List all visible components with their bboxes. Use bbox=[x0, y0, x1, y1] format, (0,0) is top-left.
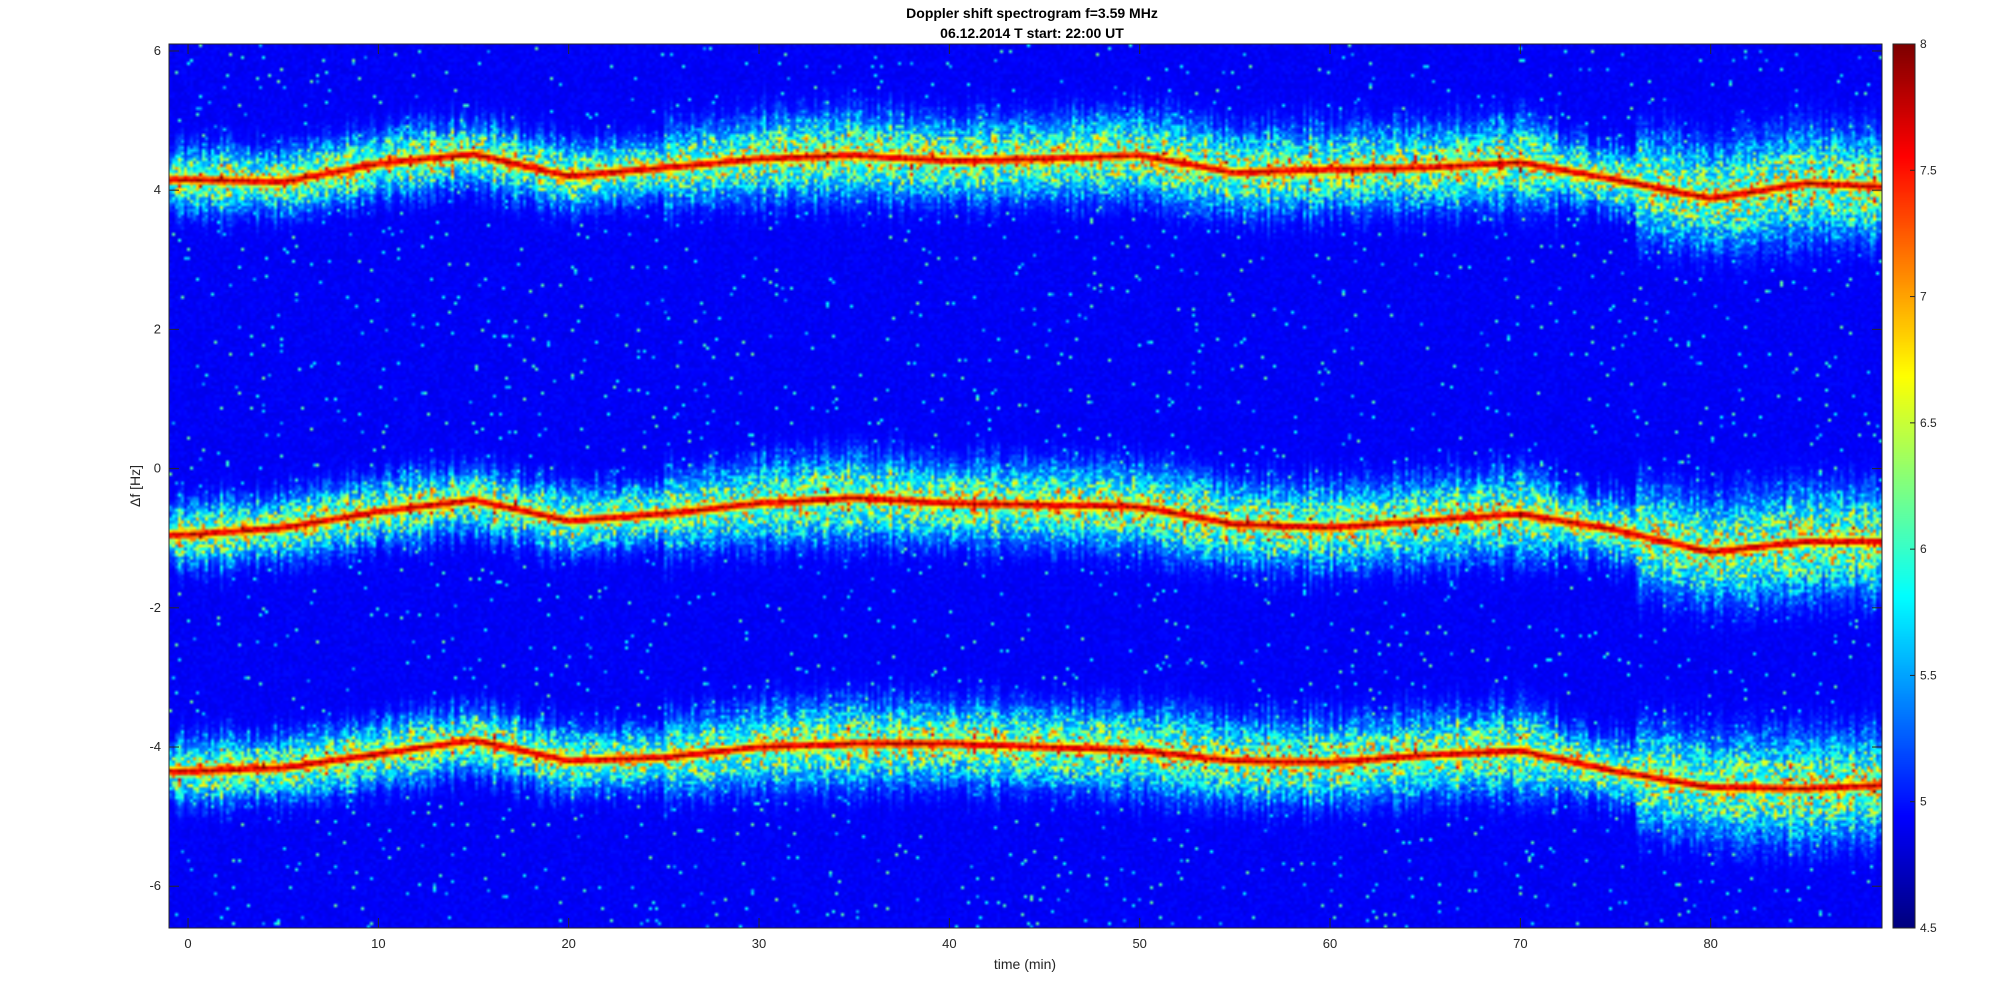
y-tick-label: 0 bbox=[154, 461, 161, 476]
colorbar-tick-label: 7 bbox=[1920, 290, 1927, 304]
x-tick-label: 10 bbox=[371, 936, 385, 951]
colorbar-tick-label: 6.5 bbox=[1920, 416, 1937, 430]
y-tick-label: -4 bbox=[149, 739, 161, 754]
colorbar-tick-label: 5 bbox=[1920, 795, 1927, 809]
x-tick-label: 80 bbox=[1703, 936, 1717, 951]
colorbar-tick-label: 7.5 bbox=[1920, 163, 1937, 177]
y-tick-label: -2 bbox=[149, 600, 161, 615]
x-tick-label: 30 bbox=[752, 936, 766, 951]
x-tick-label: 60 bbox=[1323, 936, 1337, 951]
colorbar-frame bbox=[1892, 43, 1916, 929]
x-tick-label: 0 bbox=[184, 936, 191, 951]
chart-subtitle: 06.12.2014 T start: 22:00 UT bbox=[940, 25, 1124, 41]
x-tick-label: 20 bbox=[561, 936, 575, 951]
plot-frame bbox=[168, 43, 1883, 929]
y-tick-label: 6 bbox=[154, 43, 161, 58]
colorbar bbox=[1892, 43, 1916, 929]
colorbar-tick-label: 4.5 bbox=[1920, 921, 1937, 935]
colorbar-gradient bbox=[1893, 44, 1915, 928]
colorbar-axis: 4.5 5 5.5 6 6.5 7 7.5 8 bbox=[1910, 37, 1937, 935]
plot-area bbox=[168, 43, 1883, 929]
x-tick-label: 70 bbox=[1513, 936, 1527, 951]
x-axis: 0 10 20 30 40 50 60 70 80 bbox=[184, 44, 1718, 951]
colorbar-tick-label: 5.5 bbox=[1920, 668, 1937, 682]
x-axis-label: time (min) bbox=[994, 956, 1056, 972]
y-tick-label: 2 bbox=[154, 321, 161, 336]
colorbar-tick-label: 6 bbox=[1920, 542, 1927, 556]
y-tick-label: 4 bbox=[154, 182, 161, 197]
x-tick-label: 50 bbox=[1132, 936, 1146, 951]
y-tick-label: -6 bbox=[149, 878, 161, 893]
spectrogram-image bbox=[169, 44, 1882, 928]
x-tick-label: 40 bbox=[942, 936, 956, 951]
y-axis-label: Δf [Hz] bbox=[127, 465, 143, 507]
chart-title: Doppler shift spectrogram f=3.59 MHz bbox=[906, 5, 1158, 21]
y-axis: -6 -4 -2 0 2 4 6 bbox=[149, 43, 1882, 893]
colorbar-tick-label: 8 bbox=[1920, 37, 1927, 51]
